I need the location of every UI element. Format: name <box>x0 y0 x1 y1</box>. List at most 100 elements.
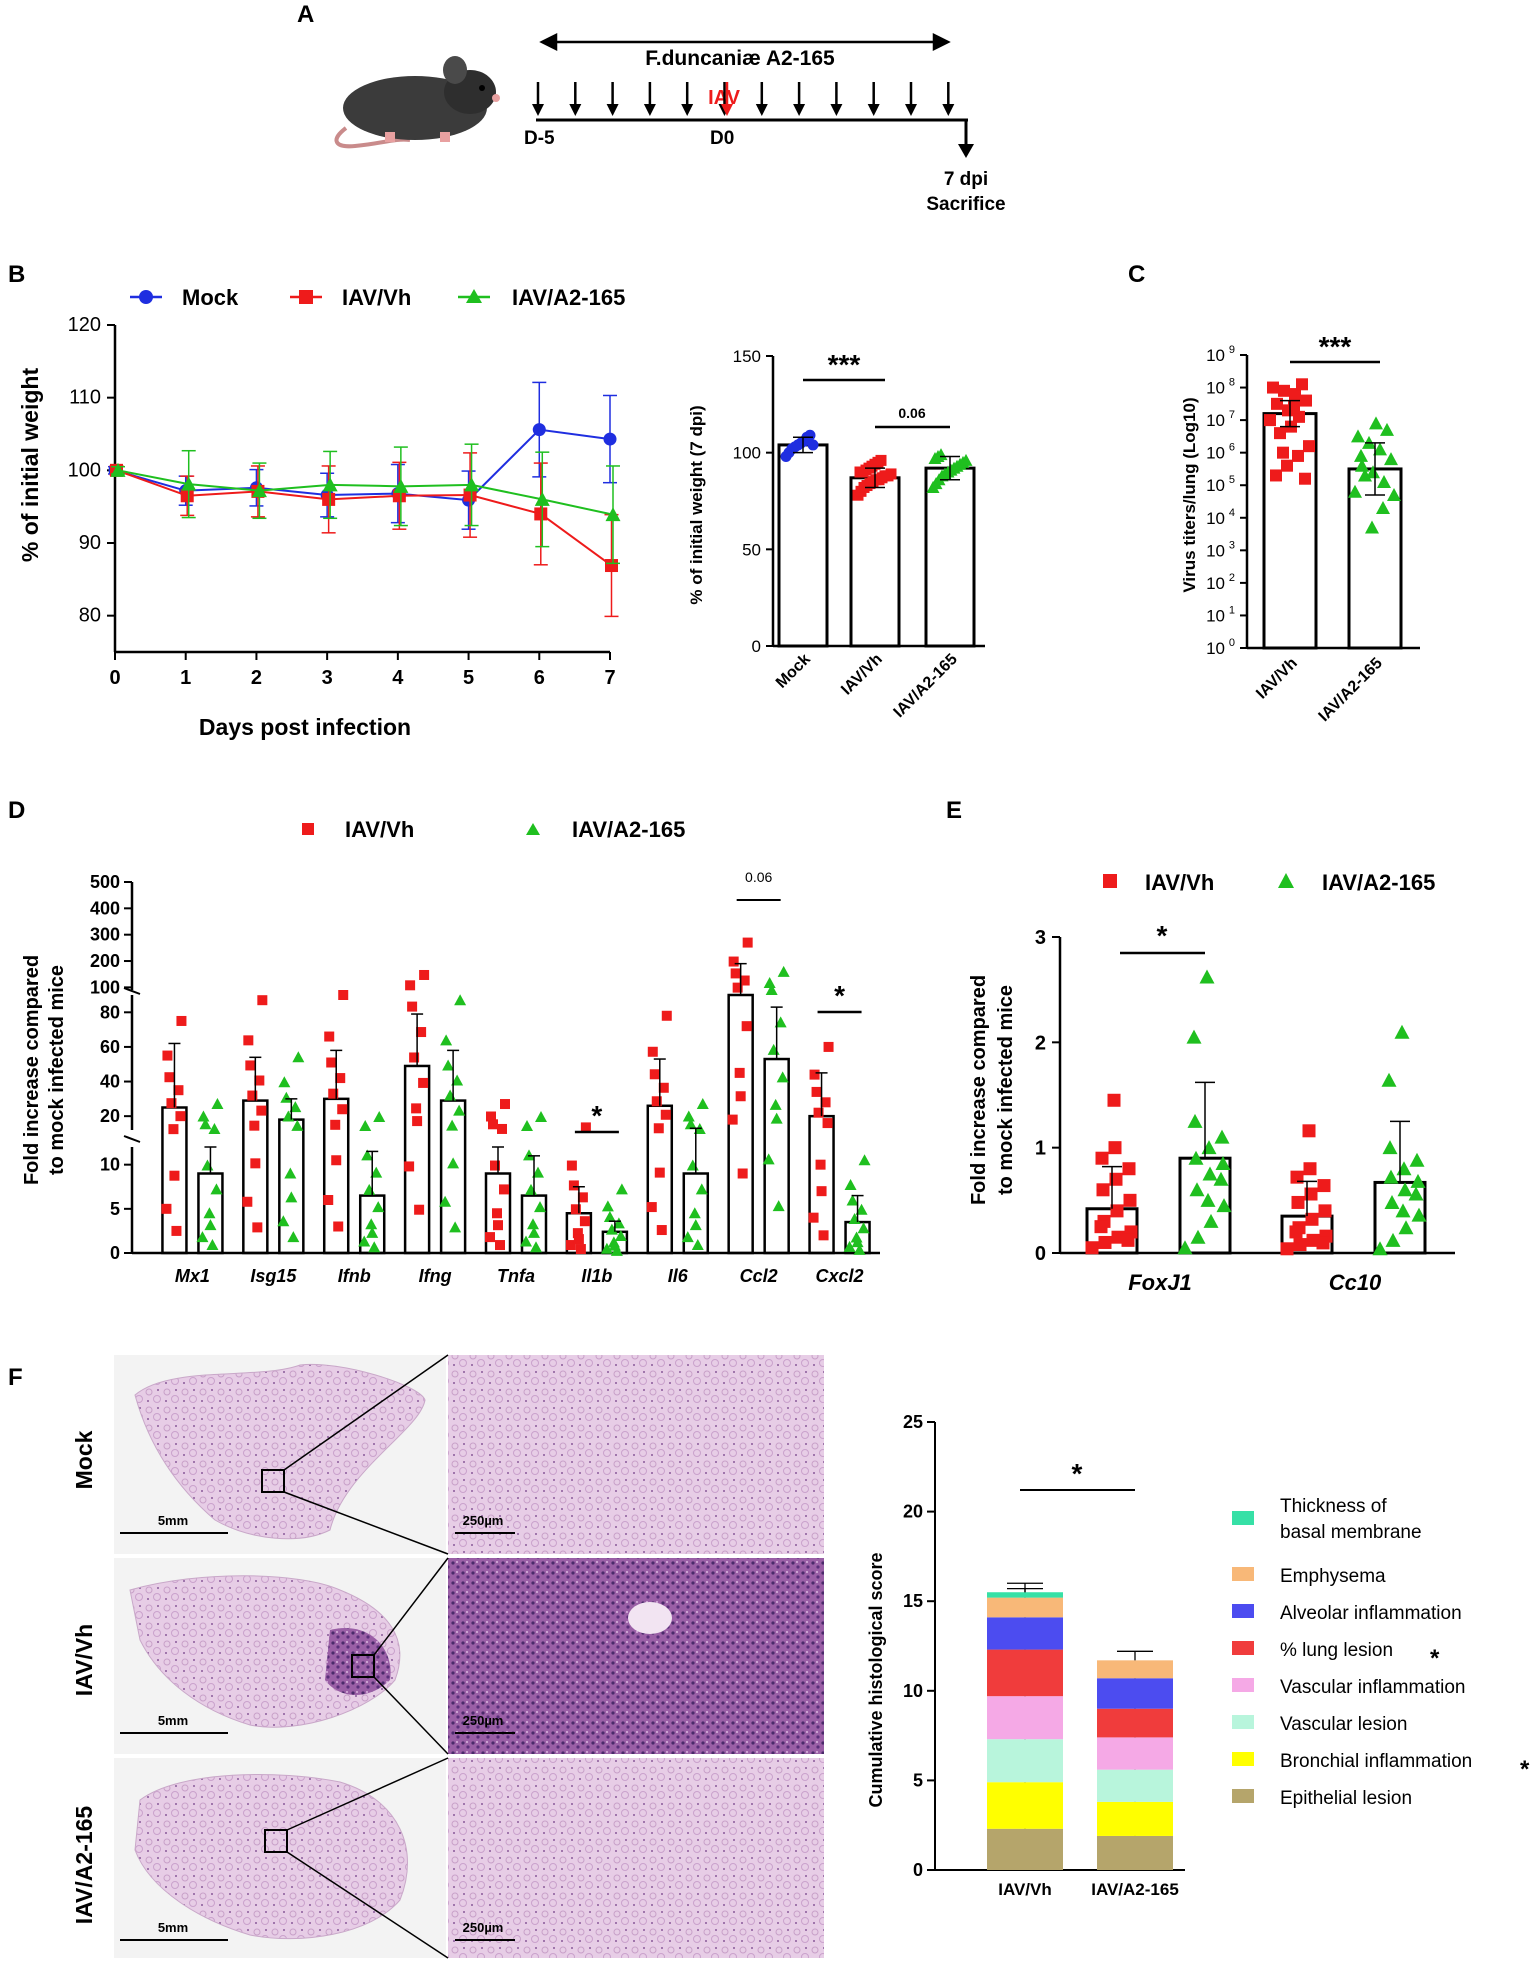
b-line-point-1-6 <box>534 507 548 521</box>
e-point-0-0-14 <box>1107 1093 1121 1107</box>
e-point-1-1-1 <box>1385 1232 1401 1247</box>
d-point-0-2-0 <box>323 1195 334 1205</box>
f-seg-0-3 <box>987 1696 1063 1740</box>
d-gene-label-Cxcl2: Cxcl2 <box>816 1266 864 1286</box>
d-point-1-6-1 <box>688 1207 701 1219</box>
b-line-xtick-label-7: 7 <box>604 667 615 689</box>
zoom-line-mock-top <box>283 1354 449 1471</box>
d-point-0-2-7 <box>324 1031 335 1042</box>
panel-label-b: B <box>8 261 25 288</box>
e-point-1-0-3 <box>1216 1198 1232 1213</box>
c-point-0-8 <box>1296 378 1308 391</box>
e-point-0-0-10 <box>1095 1151 1109 1165</box>
d-point-1-6-0 <box>681 1231 694 1243</box>
f-ytick-label-10: 10 <box>903 1681 923 1701</box>
legend-vh-label: IAV/Vh <box>342 285 411 310</box>
histology-row-vh: IAV/Vh <box>71 1624 97 1696</box>
d-point-0-1-8 <box>250 1158 261 1169</box>
b-line-series-0 <box>114 428 611 502</box>
b-line-xtick-label-2: 2 <box>251 667 262 689</box>
timeline-end-label-1: 7 dpi <box>944 169 988 190</box>
c-point-0-1 <box>1293 410 1305 423</box>
d-point-0-6-1 <box>653 1123 664 1134</box>
f-legend-swatch-5 <box>1232 1715 1254 1729</box>
f-seg-1-1 <box>1097 1801 1173 1836</box>
d-point-0-1-3 <box>247 1090 258 1101</box>
d-point-1-4-3 <box>525 1183 537 1195</box>
d-point-0-6-6 <box>656 1225 667 1236</box>
legend-vh-marker <box>299 290 313 304</box>
d-point-0-5-1 <box>572 1228 583 1239</box>
f-legend-label-6: Bronchial inflammation <box>1280 1751 1472 1772</box>
d-point-1-3-1 <box>446 1119 459 1131</box>
d-point-1-0-9 <box>211 1098 224 1110</box>
d-point-1-6-9 <box>696 1098 709 1110</box>
d-point-1-7-2 <box>776 1071 789 1083</box>
d-point-1-2-3 <box>363 1183 376 1195</box>
d-point-0-2-8 <box>331 1155 342 1166</box>
f-seg-1-4 <box>1097 1708 1173 1738</box>
c-point-0-7 <box>1267 381 1279 394</box>
timeline-tick-arrowhead-8 <box>830 104 843 116</box>
d-point-0-7-0 <box>727 1114 738 1125</box>
e-point-0-1-6 <box>1318 1204 1332 1218</box>
d-point-0-0-1 <box>168 1124 179 1135</box>
d-point-0-1-4 <box>254 1075 265 1086</box>
d-point-0-0-6 <box>171 1225 182 1236</box>
weight-line-xlabel: Days post infection <box>199 714 411 740</box>
d-point-1-5-0 <box>600 1242 613 1254</box>
d-point-1-2-4 <box>370 1166 383 1178</box>
c-point-1-9 <box>1369 416 1383 430</box>
d-point-1-6-8 <box>689 1219 702 1231</box>
d-gene-label-Ccl2: Ccl2 <box>740 1266 778 1286</box>
e-point-1-1-2 <box>1398 1220 1414 1235</box>
d-point-1-2-7 <box>359 1120 372 1132</box>
c-point-1-0 <box>1348 484 1362 498</box>
e-point-0-1-10 <box>1290 1170 1304 1184</box>
c-ytick-label-8: 10 <box>1206 379 1225 398</box>
legend-a2-marker <box>466 289 482 303</box>
f-legend-label-5: Vascular lesion <box>1280 1714 1407 1735</box>
b-line-xtick-label-3: 3 <box>322 667 333 689</box>
f-seg-0-2 <box>987 1739 1063 1783</box>
lowmag-a2-tissue <box>134 1774 408 1940</box>
e-point-1-1-10 <box>1382 1140 1398 1155</box>
d-gene-label-Il6: Il6 <box>668 1266 689 1286</box>
e-point-1-1-8 <box>1396 1161 1412 1176</box>
e-point-1-1-12 <box>1408 1186 1424 1201</box>
d-point-0-3-5 <box>407 1001 418 1012</box>
d-point-0-7-4 <box>739 975 750 986</box>
d-point-0-2-3 <box>328 1088 339 1099</box>
b-bar-xtick-label-0: Mock <box>773 651 814 692</box>
panel-d: D IAV/Vh IAV/A2-165 0 5 10 20 40 60 80 100 200 30… <box>8 797 880 1286</box>
d-point-0-5-2 <box>579 1216 590 1227</box>
d-point-0-0-7 <box>162 1050 173 1061</box>
e-point-1-1-4 <box>1384 1194 1400 1209</box>
d-ytick-label-20: 20 <box>100 1106 120 1126</box>
d-point-0-2-1 <box>330 1119 341 1130</box>
b-bar-ytick-label-50: 50 <box>742 540 761 559</box>
d-point-1-7-8 <box>770 1112 783 1124</box>
d-point-0-3-1 <box>411 1103 422 1114</box>
d-point-1-3-7 <box>440 1034 453 1046</box>
e-point-0-0-12 <box>1121 1233 1135 1247</box>
d-point-0-0-9 <box>176 1015 187 1026</box>
d-point-1-3-2 <box>453 1104 466 1116</box>
b-line-point-1-1 <box>180 489 194 503</box>
e-point-0-0-9 <box>1122 1162 1136 1176</box>
d-point-0-7-2 <box>741 1021 752 1032</box>
f-legend-swatch-3 <box>1232 1641 1254 1655</box>
highmag-a2 <box>448 1758 824 1958</box>
e-point-1-0-5 <box>1202 1166 1218 1181</box>
d-point-1-6-7 <box>682 1110 695 1122</box>
c-ytick-exp-6: 6 <box>1229 442 1235 454</box>
d-point-0-3-0 <box>404 1161 415 1172</box>
d-point-0-8-8 <box>816 1186 827 1197</box>
c-ytick-label-9: 10 <box>1206 346 1225 365</box>
c-ytick-exp-7: 7 <box>1229 409 1235 421</box>
d-ytick-label-0: 0 <box>110 1243 120 1263</box>
d-point-0-4-2 <box>499 1184 509 1195</box>
e-ytick-label-2: 2 <box>1035 1032 1046 1054</box>
legend-d-vh-marker <box>302 823 314 835</box>
treatment-arrow <box>539 32 951 52</box>
